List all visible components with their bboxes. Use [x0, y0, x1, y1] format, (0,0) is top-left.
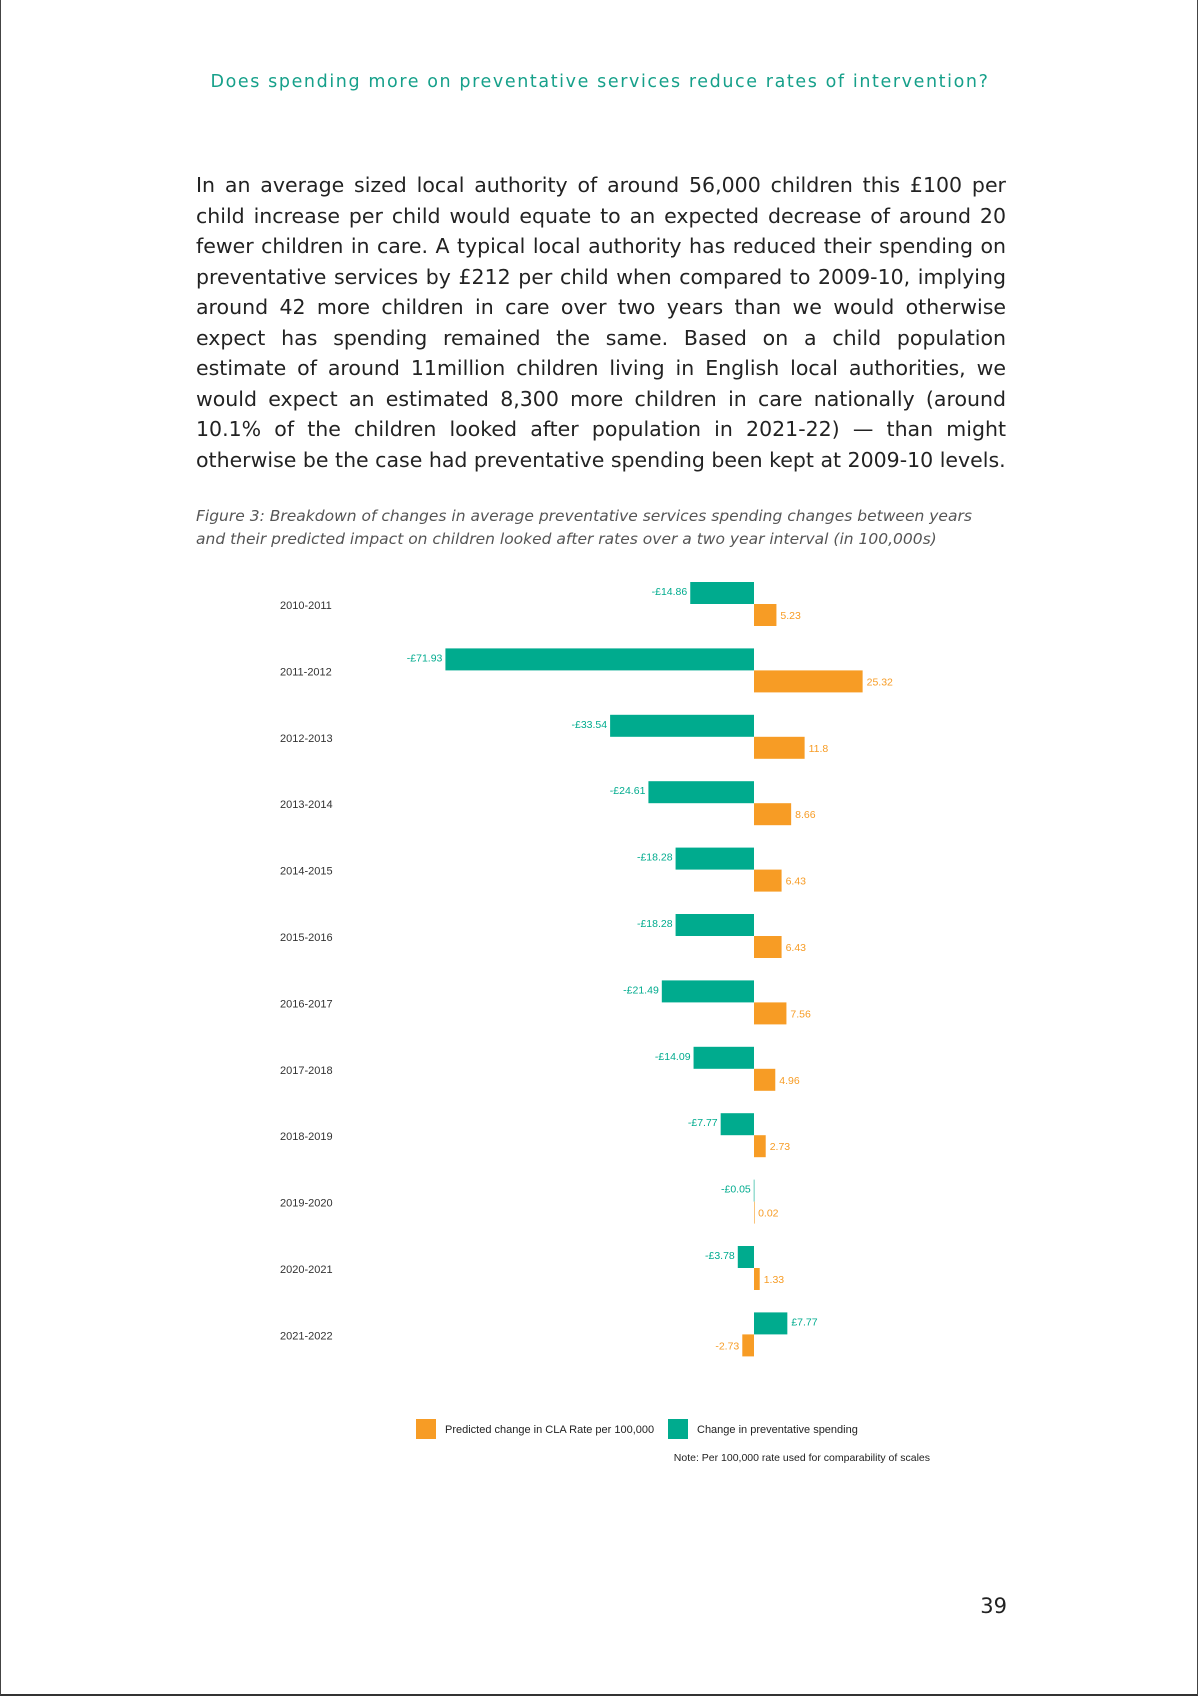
category-label: 2018-2019 — [280, 1131, 333, 1143]
chart-note: Note: Per 100,000 rate used for comparab… — [674, 1452, 930, 1464]
cla-rate-bar — [754, 1135, 766, 1158]
cla-rate-data-label: 6.43 — [786, 942, 807, 954]
cla-rate-bar — [754, 869, 782, 892]
cla-rate-data-label: 0.02 — [758, 1208, 779, 1220]
cla-rate-data-label: 5.23 — [780, 610, 801, 622]
cla-rate-bar — [742, 1334, 754, 1357]
cla-rate-data-label: -2.73 — [715, 1340, 739, 1352]
spending-data-label: -£21.49 — [623, 984, 659, 996]
cla-rate-data-label: 11.8 — [809, 743, 829, 755]
spending-data-label: -£7.77 — [688, 1117, 718, 1129]
spending-data-label: -£24.61 — [610, 785, 646, 797]
spending-data-label: -£18.28 — [637, 918, 673, 930]
spending-bar — [753, 1179, 755, 1202]
legend-swatch — [416, 1419, 436, 1439]
spending-data-label: -£33.54 — [571, 719, 607, 731]
spending-bar — [675, 914, 754, 936]
category-label: 2016-2017 — [280, 998, 333, 1010]
spending-bar — [693, 1046, 754, 1069]
spending-data-label: -£14.09 — [655, 1051, 691, 1063]
category-label: 2010-2011 — [280, 600, 332, 612]
category-label: 2020-2021 — [280, 1264, 333, 1276]
cla-rate-bar — [754, 1068, 776, 1091]
cla-rate-data-label: 25.32 — [867, 676, 893, 688]
page-number: 39 — [980, 1594, 1007, 1618]
category-label: 2012-2013 — [280, 733, 333, 745]
spending-bar — [445, 648, 754, 671]
spending-bar — [648, 781, 754, 804]
spending-bar — [737, 1246, 754, 1268]
spending-bar — [690, 582, 754, 604]
cla-rate-data-label: 4.96 — [779, 1075, 800, 1087]
cla-rate-bar — [754, 604, 777, 626]
category-label: 2013-2014 — [280, 799, 333, 811]
cla-rate-data-label: 7.56 — [790, 1008, 811, 1020]
legend-entry: Predicted change in CLA Rate per 100,000 — [445, 1424, 654, 1436]
cla-rate-data-label: 6.43 — [786, 876, 807, 888]
cla-rate-bar — [754, 736, 805, 759]
category-label: 2019-2020 — [280, 1198, 333, 1210]
cla-rate-bar — [754, 803, 792, 826]
body-paragraph: In an average sized local authority of a… — [196, 173, 1006, 472]
cla-rate-bar — [754, 1201, 755, 1224]
spending-bar — [754, 1312, 788, 1335]
spending-data-label: £7.77 — [791, 1316, 817, 1328]
legend-swatch — [668, 1419, 688, 1439]
legend-entry: Change in preventative spending — [697, 1424, 858, 1436]
cla-rate-data-label: 2.73 — [770, 1141, 791, 1153]
spending-data-label: -£3.78 — [705, 1250, 735, 1262]
spending-data-label: -£14.86 — [652, 586, 688, 598]
cla-rate-bar — [754, 670, 863, 693]
cla-rate-bar — [754, 1268, 760, 1290]
running-header: Does spending more on preventative servi… — [210, 72, 990, 92]
cla-rate-data-label: 1.33 — [764, 1274, 785, 1286]
spending-data-label: -£0.05 — [721, 1184, 751, 1196]
spending-bar — [661, 980, 754, 1003]
category-label: 2011-2012 — [280, 666, 332, 678]
spending-bar — [675, 847, 754, 870]
category-label: 2021-2022 — [280, 1330, 333, 1342]
spending-data-label: -£18.28 — [637, 852, 673, 864]
category-label: 2017-2018 — [280, 1065, 333, 1077]
spending-data-label: -£71.93 — [407, 652, 443, 664]
figure-caption: Figure 3: Breakdown of changes in averag… — [196, 507, 972, 548]
cla-rate-bar — [754, 1002, 787, 1025]
cla-rate-data-label: 8.66 — [795, 809, 816, 821]
cla-rate-bar — [754, 936, 782, 958]
spending-bar — [720, 1113, 754, 1136]
category-label: 2014-2015 — [280, 866, 333, 878]
category-label: 2015-2016 — [280, 932, 333, 944]
spending-bar — [610, 714, 754, 737]
